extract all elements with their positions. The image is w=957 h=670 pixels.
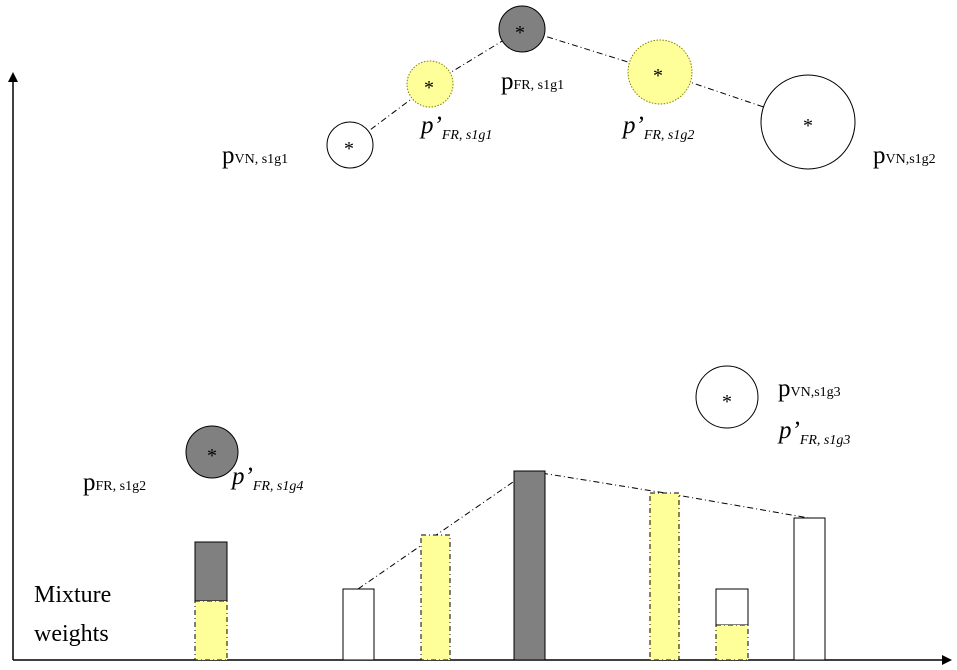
label-pp-fr-s1g3: p’FR, s1g3 bbox=[777, 417, 850, 448]
star-p-vn-s1g1: * bbox=[344, 138, 354, 160]
circle-pp-fr-s1g2 bbox=[627, 39, 693, 105]
star-pp-fr-s1g1: * bbox=[424, 77, 434, 99]
label-p-fr-s1g1: pFR, s1g1 bbox=[501, 68, 564, 95]
star-p-vn-s1g2: * bbox=[803, 115, 813, 137]
bar-right-yellow bbox=[715, 624, 749, 661]
bar-yellow-2 bbox=[649, 492, 680, 661]
circle-p-vn-s1g1 bbox=[326, 121, 374, 169]
circle-p-vn-s1g2 bbox=[760, 74, 856, 170]
mixture-weights-line2: weights bbox=[34, 621, 109, 647]
bar-left-yellow bbox=[194, 600, 228, 661]
label-p-fr-s1g2: pFR, s1g2 bbox=[83, 469, 146, 496]
mixture-weights-line1: Mixture bbox=[34, 582, 111, 608]
star-pp-fr-s1g2: * bbox=[653, 65, 663, 87]
bar-white-2 bbox=[793, 517, 826, 661]
bar-left-gray bbox=[194, 541, 228, 602]
circle-p-fr-s1g2 bbox=[185, 425, 239, 479]
star-p-fr-s1g2: * bbox=[207, 445, 217, 467]
bottom-connector-line bbox=[357, 470, 810, 590]
label-p-vn-s1g1: pVN, s1g1 bbox=[222, 142, 288, 169]
label-pp-fr-s1g1: p’FR, s1g1 bbox=[419, 112, 492, 143]
label-pp-fr-s1g4: p’FR, s1g4 bbox=[230, 463, 303, 494]
circle-p-vn-s1g3 bbox=[695, 365, 759, 429]
bar-right-white bbox=[715, 588, 749, 626]
star-p-fr-s1g1: * bbox=[515, 22, 525, 44]
top-connector-line bbox=[349, 28, 809, 146]
label-p-vn-s1g2: pVN,s1g2 bbox=[873, 142, 936, 169]
bar-gray-tall bbox=[513, 470, 546, 661]
label-pp-fr-s1g2: p’FR, s1g2 bbox=[621, 112, 694, 143]
bar-yellow-1 bbox=[420, 534, 451, 661]
circle-p-fr-s1g1 bbox=[498, 5, 546, 53]
bar-white-1 bbox=[342, 588, 375, 661]
star-p-vn-s1g3: * bbox=[722, 391, 732, 413]
circle-pp-fr-s1g1 bbox=[406, 60, 454, 108]
label-p-vn-s1g3: pVN,s1g3 bbox=[778, 375, 841, 402]
